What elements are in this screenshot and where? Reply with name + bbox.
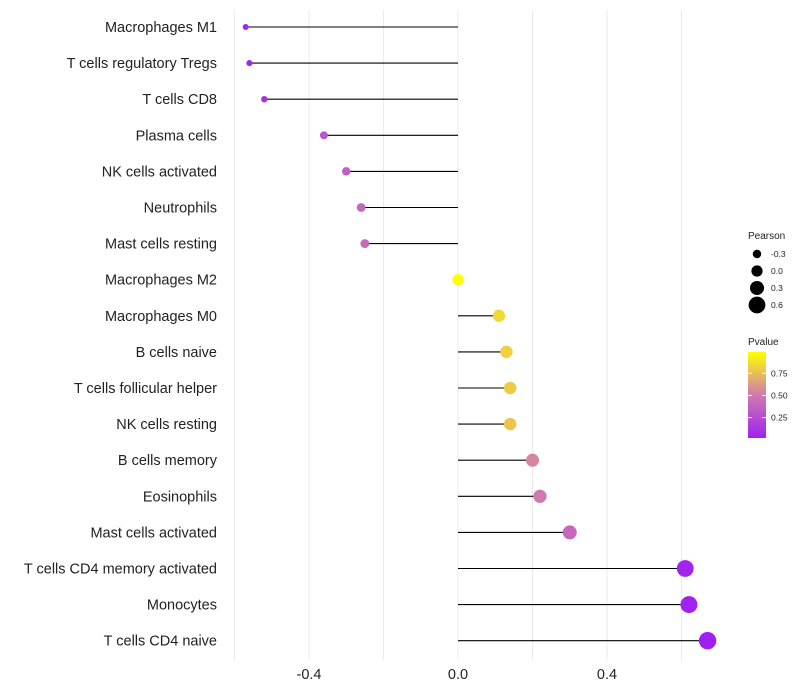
size-legend-label: 0.6	[771, 300, 783, 310]
lollipop-point	[452, 274, 464, 286]
size-legend-key	[749, 280, 765, 296]
color-legend-label: 0.25	[771, 413, 788, 423]
lollipop-point	[503, 417, 517, 431]
color-legend-title: Pvalue	[748, 337, 779, 348]
lollipop-point	[492, 309, 506, 322]
lollipop-point	[261, 95, 268, 103]
category-label: Mast cells resting	[105, 237, 217, 253]
x-tick-label: -0.4	[297, 667, 322, 683]
x-tick-label: 0.0	[448, 667, 468, 683]
lollipop-point	[533, 489, 547, 503]
x-tick-label: 0.4	[597, 667, 617, 683]
size-legend-title: Pearson	[748, 231, 785, 242]
color-legend-label: 0.75	[771, 368, 788, 378]
category-label: Neutrophils	[144, 201, 217, 217]
category-label: B cells naive	[136, 345, 217, 361]
lollipop-points	[242, 24, 717, 650]
lollipop-point	[500, 345, 513, 359]
lollipop-point	[680, 596, 698, 614]
lollipop-stems	[245, 26, 708, 642]
lollipop-point	[242, 24, 249, 30]
category-label: T cells CD8	[142, 92, 217, 108]
x-axis-ticks: -0.4 0.0 0.4	[297, 667, 618, 683]
color-legend-bar	[748, 352, 766, 438]
size-legend-key	[752, 249, 762, 259]
lollipop-point	[356, 203, 366, 212]
lollipop-point	[698, 631, 717, 650]
size-legend: Pearson -0.3 0.0 0.3 0.6	[748, 231, 786, 314]
lollipop-point	[676, 560, 694, 577]
category-label: NK cells resting	[116, 417, 217, 433]
grid-lines	[234, 10, 682, 660]
size-legend-label: 0.3	[771, 283, 783, 293]
category-label: B cells memory	[118, 453, 218, 469]
lollipop-point	[342, 167, 351, 176]
category-label: NK cells activated	[102, 164, 217, 180]
category-label: T cells CD4 memory activated	[24, 562, 217, 578]
category-label: Plasma cells	[136, 128, 217, 144]
lollipop-point	[562, 525, 577, 540]
lollipop-point	[503, 381, 517, 395]
size-legend-label: 0.0	[771, 266, 783, 276]
category-label: T cells regulatory Tregs	[67, 56, 217, 72]
color-legend-label: 0.50	[771, 390, 788, 400]
lollipop-point	[360, 239, 370, 249]
lollipop-point	[319, 131, 328, 140]
category-label: T cells follicular helper	[74, 381, 217, 397]
category-label: Macrophages M0	[105, 309, 217, 325]
category-labels: Macrophages M1 T cells regulatory Tregs T …	[24, 20, 218, 650]
category-label: Monocytes	[147, 598, 217, 614]
size-legend-label: -0.3	[771, 249, 786, 259]
category-label: Macrophages M2	[105, 273, 217, 289]
category-label: T cells CD4 naive	[104, 634, 217, 650]
category-label: Mast cells activated	[90, 525, 217, 541]
category-label: Macrophages M1	[105, 20, 217, 36]
lollipop-point	[246, 60, 253, 67]
color-legend: Pvalue 0.25 0.50 0.75	[748, 337, 788, 438]
size-legend-key	[748, 296, 766, 314]
size-legend-key	[751, 265, 763, 277]
lollipop-point	[525, 453, 540, 467]
category-label: Eosinophils	[143, 489, 217, 505]
